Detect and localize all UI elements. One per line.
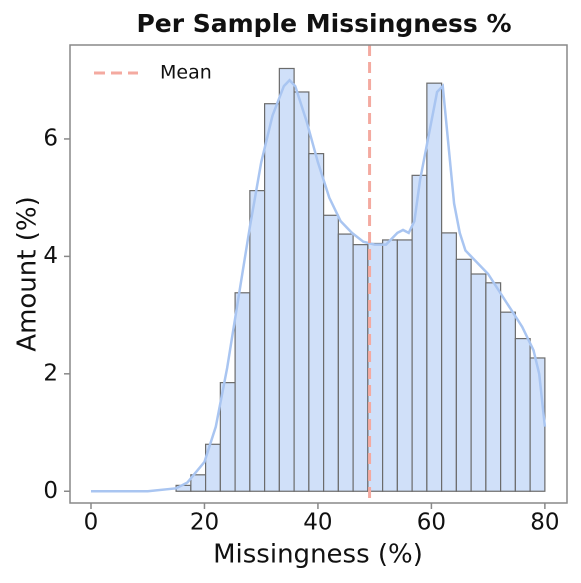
x-tick-label: 60 — [417, 510, 446, 536]
bar — [352, 244, 369, 492]
y-tick-label: 2 — [43, 360, 58, 386]
bar — [382, 239, 398, 492]
bar — [278, 67, 295, 492]
bar — [529, 357, 546, 492]
x-tick-label: 0 — [84, 510, 99, 536]
kde-line — [90, 78, 547, 493]
x-axis-label: Missingness (%) — [213, 540, 423, 570]
y-tick-label: 6 — [43, 125, 58, 151]
bar — [249, 190, 266, 492]
bar — [323, 214, 339, 492]
x-tick-label: 40 — [303, 510, 332, 536]
x-tick-label: 20 — [190, 510, 219, 536]
y-tick-label: 4 — [43, 243, 58, 269]
bar — [441, 232, 457, 492]
bar — [485, 282, 502, 492]
bar — [396, 239, 413, 492]
bar — [234, 292, 251, 492]
chart-title: Per Sample Missingness % — [136, 9, 511, 38]
y-tick-label: 0 — [43, 478, 58, 504]
bar — [308, 153, 325, 492]
bar — [337, 233, 354, 492]
bar — [219, 382, 236, 492]
legend-label: Mean — [160, 62, 212, 84]
bar — [470, 273, 487, 492]
y-axis-label: Amount (%) — [13, 196, 43, 351]
bar — [514, 337, 531, 492]
bar — [455, 258, 472, 492]
x-tick-label: 80 — [530, 510, 559, 536]
bar — [426, 82, 443, 492]
bar — [264, 103, 280, 492]
bar — [293, 91, 310, 492]
bar — [500, 311, 516, 492]
